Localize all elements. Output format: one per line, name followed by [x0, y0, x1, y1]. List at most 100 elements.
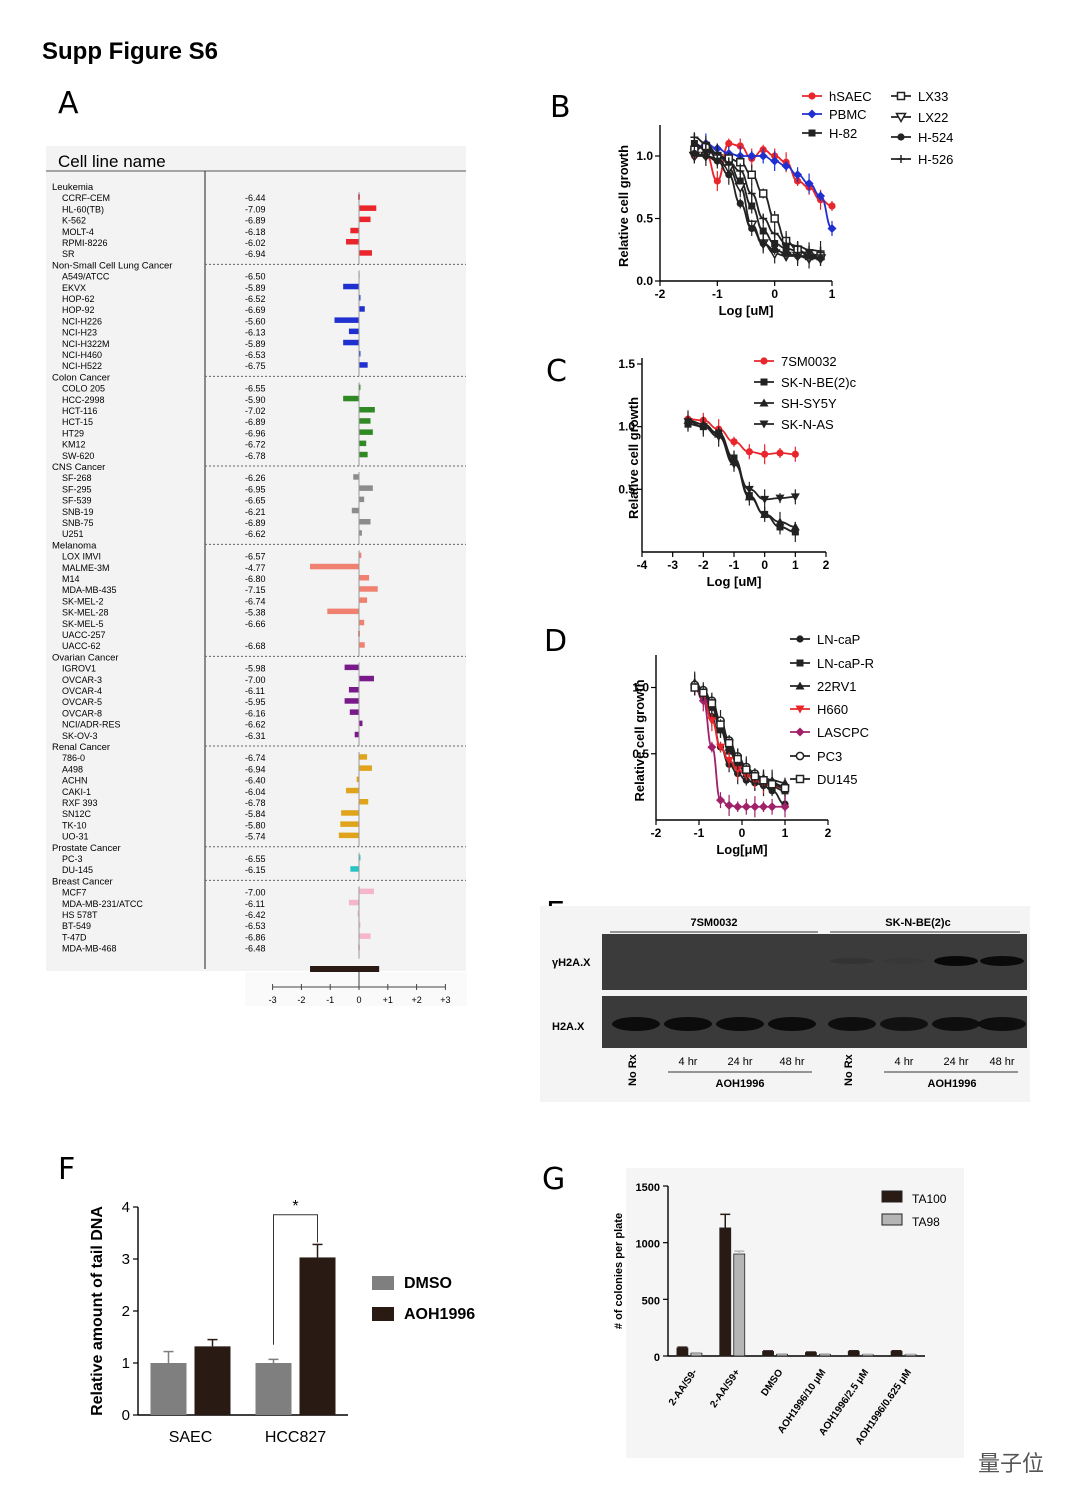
cell-line-value: -6.65: [245, 496, 266, 506]
legend-marker: [760, 378, 768, 386]
cell-line-value: -6.11: [245, 899, 265, 909]
bar-ta100-dmso: [762, 1351, 774, 1357]
legend-label-h-526: H-526: [918, 152, 953, 167]
gamma-band: [980, 956, 1024, 966]
cell-line-name: M14: [62, 574, 80, 584]
y-tick-label: 0: [654, 1352, 660, 1364]
point-h-82: [759, 227, 767, 235]
bar-nci-h226: [334, 317, 359, 323]
cell-line-value: -6.02: [245, 238, 266, 248]
panel-label-b: B: [550, 90, 571, 125]
legend-marker: [795, 681, 805, 690]
cell-line-value: -6.11: [245, 686, 265, 696]
point-pbmc: [781, 161, 791, 171]
point-sk-n-as: [714, 433, 724, 442]
cell-line-name: SK-MEL-2: [62, 596, 104, 606]
bar-ta100-2-aa-s9: [676, 1347, 689, 1357]
point-du145: [767, 779, 777, 789]
cell-line-value: -6.52: [245, 294, 266, 304]
cell-line-value: -6.18: [245, 227, 266, 237]
cell-line-name: SF-295: [62, 484, 92, 494]
group-label-colon-cancer: Colon Cancer: [52, 372, 110, 383]
legend-label-7sm0032: 7SM0032: [781, 354, 837, 369]
lane-label: 24 hr: [727, 1056, 752, 1068]
bar-sk-mel-2: [359, 597, 368, 603]
point-hsaec: [725, 139, 733, 148]
cell-line-value: -6.21: [245, 507, 266, 517]
cell-line-name: SK-MEL-28: [62, 608, 109, 618]
cell-line-name: EKVX: [62, 283, 86, 293]
legend-label-ln-cap-r: LN-caP-R: [817, 656, 874, 671]
point-h-524: [725, 171, 733, 179]
group-label-prostate-cancer: Prostate Cancer: [52, 843, 121, 854]
y-tick-label: 0.5: [632, 747, 649, 761]
legend-label-ta98: TA98: [912, 1215, 940, 1229]
cell-line-name: HCT-15: [62, 417, 93, 427]
h2ax-band: [880, 1017, 928, 1031]
cell-line-name: HL-60(TB): [62, 204, 104, 214]
point-du145: [690, 683, 699, 692]
point-sk-n-as: [775, 494, 785, 503]
cell-line-value: -6.94: [245, 764, 266, 774]
bar-sf-539: [359, 496, 365, 503]
y-tick-label: 4: [122, 1199, 130, 1216]
blot-group-label: SK-N-BE(2)c: [885, 917, 950, 929]
bar-sk-ov-3: [354, 731, 359, 738]
point-7sm0032: [761, 450, 769, 458]
cell-line-value: -5.60: [245, 316, 266, 326]
cell-line-value: -5.89: [245, 283, 266, 293]
legend-swatch-aoh1996: [372, 1307, 394, 1321]
point-du145: [716, 720, 725, 729]
cell-line-name: LOX IMVI: [62, 552, 101, 562]
category-label: HCC827: [265, 1429, 326, 1446]
cell-line-name: NCI/ADR-RES: [62, 720, 121, 730]
panel-a-tick-label: +1: [383, 995, 393, 1005]
point-h660: [707, 717, 717, 726]
bar-snb-75: [359, 519, 371, 525]
group-label-cns-cancer: CNS Cancer: [52, 462, 105, 473]
legend-label-lx22: LX22: [918, 110, 948, 125]
legend-swatch-ta100: [881, 1190, 903, 1203]
series-lascpc: [690, 679, 790, 818]
bar-nci-h522: [359, 362, 368, 368]
cell-line-value: -6.31: [245, 731, 266, 741]
point-lascpc: [750, 802, 760, 812]
cell-line-value: -5.84: [245, 809, 266, 819]
y-tick-label: 1000: [636, 1239, 660, 1251]
legend-label-du145: DU145: [817, 772, 857, 787]
cell-line-value: -6.55: [245, 854, 266, 864]
cell-line-value: -5.80: [245, 820, 266, 830]
point-sk-n-as: [760, 495, 770, 504]
x-tick-label: -3: [667, 558, 678, 572]
cell-line-name: NCI-H226: [62, 316, 102, 326]
cell-line-value: -5.90: [245, 395, 266, 405]
point-sk-n-as: [744, 485, 754, 494]
h2ax-band: [768, 1017, 816, 1031]
panel-label-c: C: [546, 354, 567, 389]
group-label-breast-cancer: Breast Cancer: [52, 876, 113, 887]
series-sk-n-as: [683, 416, 800, 510]
cell-line-value: -6.89: [245, 518, 266, 528]
x-tick-label: 0: [739, 826, 746, 840]
cell-line-name: U251: [62, 529, 84, 539]
bar-achn: [356, 776, 359, 783]
cell-line-name: 786-0: [62, 753, 85, 763]
x-axis-label: Log [uM]: [707, 574, 762, 589]
bar-k-562: [359, 216, 371, 223]
point-lascpc: [733, 802, 743, 812]
bar-nci-h322m: [343, 339, 359, 346]
legend-marker: [897, 133, 905, 141]
y-tick-label: 500: [642, 1295, 660, 1307]
y-tick-label: 1.0: [618, 420, 635, 434]
bar-u251: [359, 530, 362, 536]
cell-line-value: -6.95: [245, 484, 266, 494]
bar-sn12c: [341, 810, 359, 816]
cell-line-value: -6.66: [245, 619, 266, 629]
curve-sk-n-as: [687, 420, 796, 501]
point-h-82: [748, 202, 756, 210]
cell-line-value: -6.62: [245, 720, 266, 730]
panel-label-d: D: [544, 624, 568, 659]
panel-label-f: F: [58, 1152, 76, 1187]
legend-marker: [807, 109, 817, 119]
